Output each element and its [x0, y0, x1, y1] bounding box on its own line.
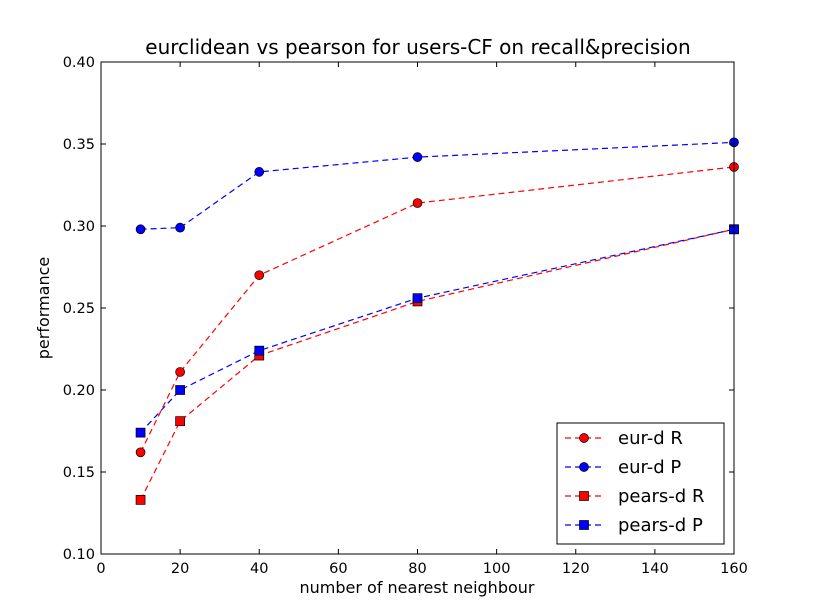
- y-tick-label: 0.40: [63, 55, 95, 71]
- data-point: [254, 345, 265, 356]
- x-tick-label: 0: [96, 561, 105, 577]
- legend-label: pears-d R: [618, 486, 704, 507]
- data-point: [175, 222, 185, 233]
- legend-label: pears-d P: [618, 515, 703, 536]
- x-tick-label: 40: [250, 561, 268, 577]
- x-axis-label: number of nearest neighbour: [300, 578, 535, 597]
- x-tick-label: 100: [483, 561, 511, 577]
- data-point: [135, 495, 146, 505]
- series-line-4: [140, 228, 735, 434]
- data-point: [135, 447, 146, 458]
- legend: eur-d R eur-d P pears-d R pears-d P: [556, 422, 725, 545]
- x-tick-label: 60: [329, 561, 347, 577]
- legend-marker: [579, 433, 589, 443]
- data-point: [412, 152, 423, 162]
- plot-area: 0 20 40 60 80 100 120 140 160 0.10 0.15 0.20 0.25 0.3…: [63, 55, 748, 577]
- data-point: [254, 167, 265, 177]
- x-tick-label: 20: [171, 561, 189, 577]
- series-line-1: [140, 166, 735, 453]
- data-point: [175, 416, 185, 427]
- chart-title: eurclidean vs pearson for users-CF on re…: [145, 35, 690, 59]
- y-tick-label: 0.15: [63, 465, 95, 481]
- data-point: [135, 427, 146, 438]
- x-tick-label: 160: [720, 561, 748, 577]
- legend-marker: [579, 462, 589, 472]
- x-tick-label: 80: [408, 561, 426, 577]
- y-tick-label: 0.30: [63, 219, 95, 235]
- legend-label: eur-d P: [618, 457, 681, 478]
- legend-marker: [579, 520, 589, 530]
- data-point: [254, 270, 265, 281]
- legend-label: eur-d R: [618, 428, 683, 449]
- y-tick-label: 0.10: [63, 547, 95, 563]
- data-point: [175, 385, 185, 395]
- data-point: [412, 293, 423, 304]
- legend-marker: [579, 491, 589, 501]
- x-tick-label: 140: [641, 561, 669, 577]
- data-point: [135, 224, 146, 235]
- series-line-2: [140, 141, 735, 230]
- x-tick-label: 120: [562, 561, 590, 577]
- y-tick-label: 0.20: [63, 383, 95, 399]
- y-tick-label: 0.35: [63, 137, 95, 153]
- data-point: [175, 367, 185, 377]
- data-point: [412, 198, 423, 208]
- y-tick-label: 0.25: [63, 301, 95, 317]
- y-axis-label: performance: [34, 257, 53, 359]
